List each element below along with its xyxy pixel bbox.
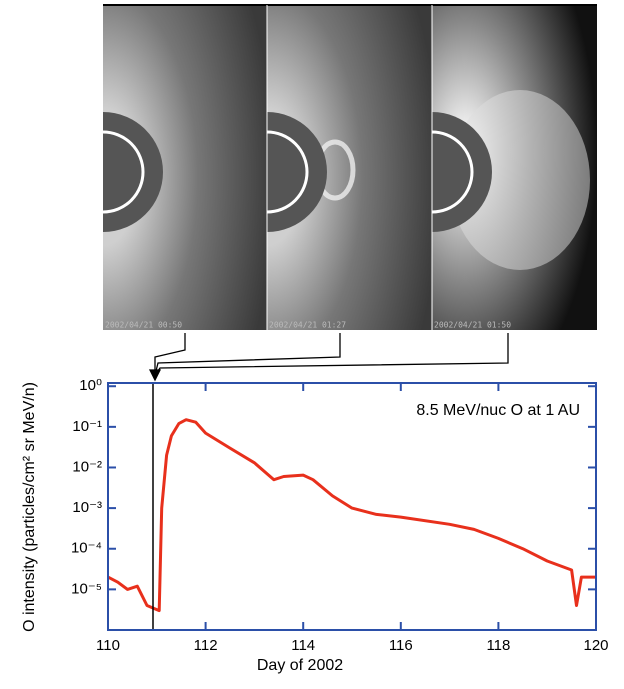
y-axis-label: O intensity (particles/cm² sr MeV/n) [21,382,38,632]
timestamp: 2002/04/21 01:27 [269,321,346,330]
x-tick-label: 114 [291,637,315,654]
coronagraph-images: 2002/04/21 00:50 2002/04/21 01:27 2002/0… [102,4,597,330]
occulters [102,112,492,232]
x-tick-label: 112 [194,637,218,654]
x-axis-label: Day of 2002 [257,657,343,674]
y-tick-label: 10⁻³ [72,499,102,516]
y-tick-label: 10⁻⁴ [71,540,102,557]
y-tick-label: 10⁻¹ [72,418,102,435]
intensity-line [107,418,596,613]
x-tick-label: 120 [583,637,608,654]
x-tick-label: 116 [389,637,413,654]
arrows [148,333,509,382]
x-tick-label: 110 [96,637,120,654]
timestamp: 2002/04/21 00:50 [105,321,182,330]
y-tick-label: 10⁰ [79,377,102,394]
timestamp: 2002/04/21 01:50 [434,321,511,330]
cme-cloud [450,90,590,270]
annotation: 8.5 MeV/nuc O at 1 AU [416,402,580,419]
y-tick-label: 10⁻² [72,458,102,475]
x-tick-label: 118 [486,637,510,654]
plot-frame [107,382,597,631]
y-tick-label: 10⁻⁵ [71,580,102,597]
